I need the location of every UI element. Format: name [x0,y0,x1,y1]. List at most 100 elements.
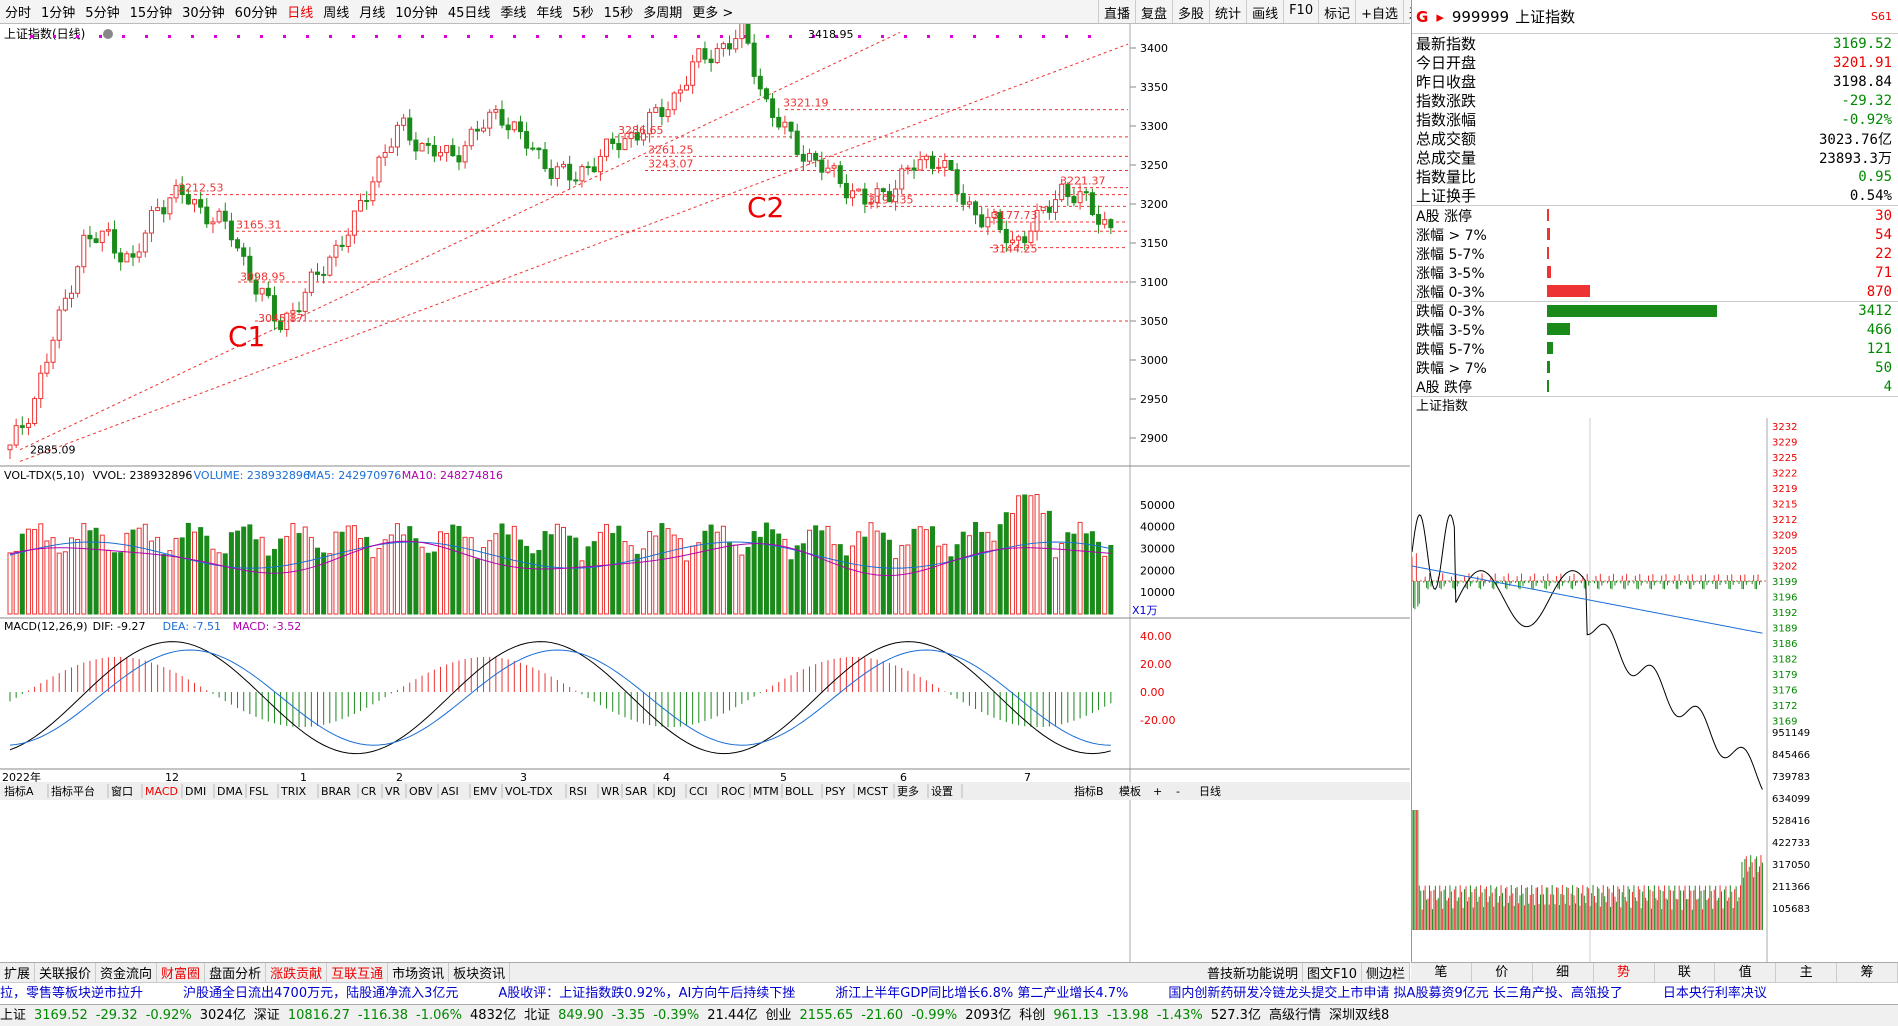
g-icon[interactable]: G [1416,7,1429,26]
toolbar-btn-7[interactable]: +自选 [1355,0,1403,23]
news-item-0[interactable]: 拉，零售等板块逆市拉升 [0,986,144,1001]
indicator-tab-19[interactable]: CCI [689,785,708,798]
row2-right-tab-1[interactable]: 图文F10 [1303,963,1362,982]
indicator-tab-3[interactable]: MACD [145,785,178,798]
kline-chart-area[interactable]: 上证指数(日线) 3400 3350 3300 3250 3200 3150 3100 305… [0,24,1410,962]
indicator-tab-12[interactable]: ASI [441,785,459,798]
row2-tab-0[interactable]: 扩展 [0,963,36,982]
timeframe-0[interactable]: 分时 [5,6,32,21]
quote-panel: G ▸ 999999 上证指数 S61 最新指数 3169.52 今日开盘 3201.… [1411,0,1898,978]
right-tab-4[interactable]: 联 [1655,963,1716,982]
timeframe-5[interactable]: 60分钟 [234,6,278,21]
timeframe-1[interactable]: 1分钟 [41,6,76,21]
indicator-tab-8[interactable]: BRAR [321,785,351,798]
intraday-price-label: 3232 [1772,422,1797,433]
timeframe-4[interactable]: 30分钟 [182,6,225,21]
indicator-tab-23[interactable]: PSY [825,785,846,798]
row2-tab-8[interactable]: 板块资讯 [449,963,511,982]
indicator-tab-22[interactable]: BOLL [785,785,814,798]
vol-legend-4: MA10: 248274816 [402,469,503,482]
indicator-right-tab-3[interactable]: - [1176,785,1180,798]
chevron-down-icon[interactable] [103,29,113,39]
indicator-tab-13[interactable]: EMV [473,785,497,798]
intraday-chart[interactable]: 3232 3229 3225 3222 3219 3215 3212 3209 3205 3202… [1411,418,1898,978]
indicator-tab-25[interactable]: 更多 [897,784,919,798]
timeframe-2[interactable]: 5分钟 [85,6,120,21]
row2-right-tab-2[interactable]: 侧边栏 [1362,963,1410,982]
row2-tab-1[interactable]: 关联报价 [35,963,97,982]
timeframe-14[interactable]: 15秒 [603,6,634,21]
indicator-tab-7[interactable]: TRIX [280,785,307,798]
candle [819,159,825,173]
indicator-right-tab-2[interactable]: + [1153,785,1162,798]
news-ticker[interactable]: 拉，零售等板块逆市拉升 沪股通全日流出4700万元，陆股通净流入3亿元 A股收评：上… [0,982,1898,1004]
indicator-tab-10[interactable]: VR [385,785,401,798]
right-tab-0[interactable]: 笔 [1411,963,1472,982]
row2-tab-2[interactable]: 资金流向 [96,963,158,982]
volume-bar [493,533,499,615]
news-item-2[interactable]: A股收评：上证指数跌0.92%，AI方向午后持续下挫 [498,986,796,1001]
news-item-3[interactable]: 浙江上半年GDP同比增长6.8% 第二产业增长4.7% [835,986,1129,1001]
indicator-tab-6[interactable]: FSL [249,785,269,798]
indicator-tab-24[interactable]: MCST [857,785,888,798]
candle [936,166,942,169]
timeframe-16[interactable]: 更多 > [692,6,734,21]
news-item-4[interactable]: 国内创新药研发冷链龙头提交上市申请 拟A股募资9亿元 长三角产投、高瓴投了 [1168,986,1623,1001]
volume-bar [714,531,720,615]
right-tab-3[interactable]: 势 [1594,963,1655,982]
row2-tab-5[interactable]: 涨跌贡献 [266,963,328,982]
toolbar-btn-2[interactable]: 多股 [1172,0,1209,23]
indicator-right-tab-4[interactable]: 日线 [1199,784,1221,798]
indicator-tab-14[interactable]: VOL-TDX [505,785,553,798]
candle [763,88,769,100]
timeframe-12[interactable]: 年线 [536,6,563,21]
timeframe-6[interactable]: 日线 [287,6,314,21]
right-tab-2[interactable]: 细 [1533,963,1594,982]
indicator-tab-9[interactable]: CR [361,785,377,798]
indicator-tab-0[interactable]: 指标A [4,784,34,798]
indicator-tab-4[interactable]: DMI [185,785,206,798]
row2-tab-6[interactable]: 互联互通 [327,963,389,982]
right-tab-5[interactable]: 值 [1715,963,1777,982]
indicator-tab-11[interactable]: OBV [409,785,433,798]
right-tab-7[interactable]: 筹 [1837,963,1898,982]
row2-right-tab-0[interactable]: 普技新功能说明 [1203,963,1303,982]
toolbar-btn-4[interactable]: 画线 [1246,0,1283,23]
toolbar-btn-3[interactable]: 统计 [1209,0,1246,23]
timeframe-7[interactable]: 周线 [323,6,350,21]
right-tab-6[interactable]: 主 [1776,963,1838,982]
news-item-1[interactable]: 沪股通全日流出4700万元，陆股通净流入3亿元 [183,986,459,1001]
indicator-right-tab-0[interactable]: 指标B [1074,784,1104,798]
indicator-tab-16[interactable]: WR [601,785,620,798]
right-tab-1[interactable]: 价 [1472,963,1533,982]
indicator-tab-18[interactable]: KDJ [657,785,676,798]
toolbar-btn-5[interactable]: F10 [1283,0,1318,23]
dropdown-arrow-icon[interactable]: ▸ [1436,7,1444,26]
timeframe-9[interactable]: 10分钟 [395,6,438,21]
volume-bar [364,536,370,615]
indicator-tab-21[interactable]: MTM [753,785,779,798]
timeframe-11[interactable]: 季线 [500,6,527,21]
timeframe-3[interactable]: 15分钟 [129,6,173,21]
toolbar-btn-0[interactable]: 直播 [1098,0,1135,23]
indicator-tab-15[interactable]: RSI [569,785,587,798]
indicator-tab-2[interactable]: 窗口 [111,784,133,798]
indicator-tab-5[interactable]: DMA [217,785,243,798]
row2-tab-3[interactable]: 财富圈 [157,963,206,982]
status-item: 2155.65 [799,1008,854,1023]
news-item-5[interactable]: 日本央行利率决议 [1662,986,1767,1001]
timeframe-8[interactable]: 月线 [359,6,386,21]
indicator-tab-17[interactable]: SAR [625,785,648,798]
timeframe-10[interactable]: 45日线 [447,6,491,21]
indicator-right-tab-1[interactable]: 模板 [1119,784,1141,798]
timeframe-15[interactable]: 多周期 [643,6,683,21]
indicator-tab-1[interactable]: 指标平台 [51,784,95,798]
row2-tab-4[interactable]: 盘面分析 [205,963,267,982]
indicator-tab-20[interactable]: ROC [721,785,745,798]
toolbar-btn-6[interactable]: 标记 [1318,0,1355,23]
price-annotation: 3098.95 [240,271,286,284]
toolbar-btn-1[interactable]: 复盘 [1135,0,1172,23]
row2-tab-7[interactable]: 市场资讯 [388,963,450,982]
indicator-tab-26[interactable]: 设置 [931,785,953,798]
timeframe-13[interactable]: 5秒 [572,6,594,21]
